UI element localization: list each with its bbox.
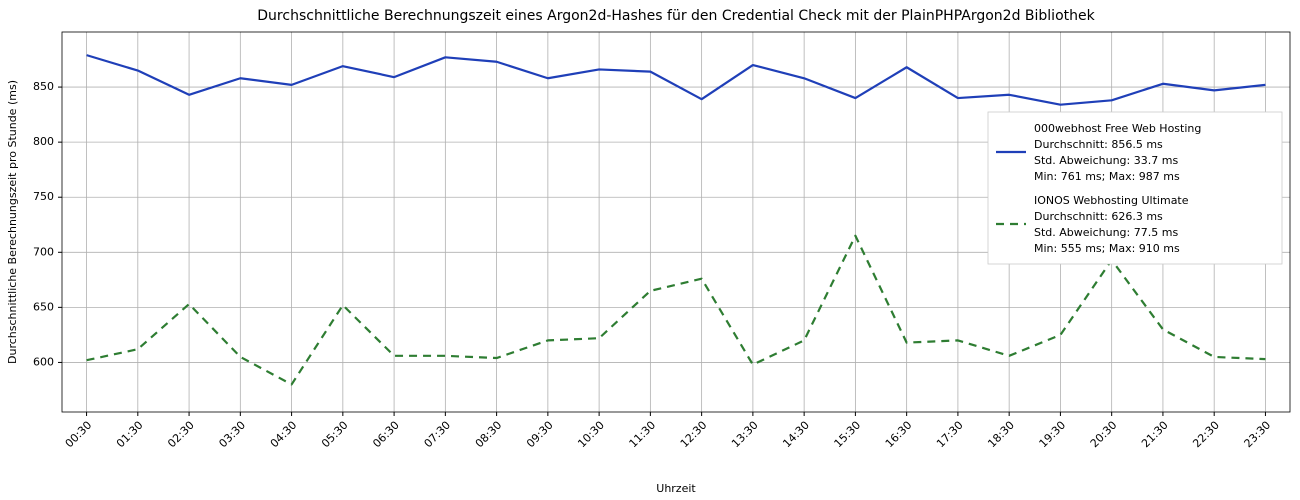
- legend-label: Durchschnitt: 626.3 ms: [1034, 210, 1163, 223]
- chart-title: Durchschnittliche Berechnungszeit eines …: [257, 8, 1095, 24]
- y-tick-label: 850: [33, 80, 54, 93]
- legend-label: Min: 555 ms; Max: 910 ms: [1034, 242, 1180, 255]
- legend-label: Min: 761 ms; Max: 987 ms: [1034, 170, 1180, 183]
- legend: 000webhost Free Web Hosting Durchschnitt:…: [988, 112, 1282, 264]
- legend-label: IONOS Webhosting Ultimate: [1034, 194, 1189, 207]
- y-tick-label: 600: [33, 355, 54, 368]
- legend-label: 000webhost Free Web Hosting: [1034, 122, 1201, 135]
- y-tick-label: 800: [33, 135, 54, 148]
- legend-label: Std. Abweichung: 33.7 ms: [1034, 154, 1178, 167]
- legend-label: Durchschnitt: 856.5 ms: [1034, 138, 1163, 151]
- y-axis-label: Durchschnittliche Berechnungszeit pro St…: [6, 80, 19, 364]
- line-chart: 60065070075080085000:3001:3002:3003:3004…: [0, 0, 1300, 500]
- x-axis-label: Uhrzeit: [656, 482, 696, 495]
- legend-label: Std. Abweichung: 77.5 ms: [1034, 226, 1178, 239]
- chart-container: 60065070075080085000:3001:3002:3003:3004…: [0, 0, 1300, 500]
- y-tick-label: 650: [33, 300, 54, 313]
- y-tick-label: 700: [33, 245, 54, 258]
- y-tick-label: 750: [33, 190, 54, 203]
